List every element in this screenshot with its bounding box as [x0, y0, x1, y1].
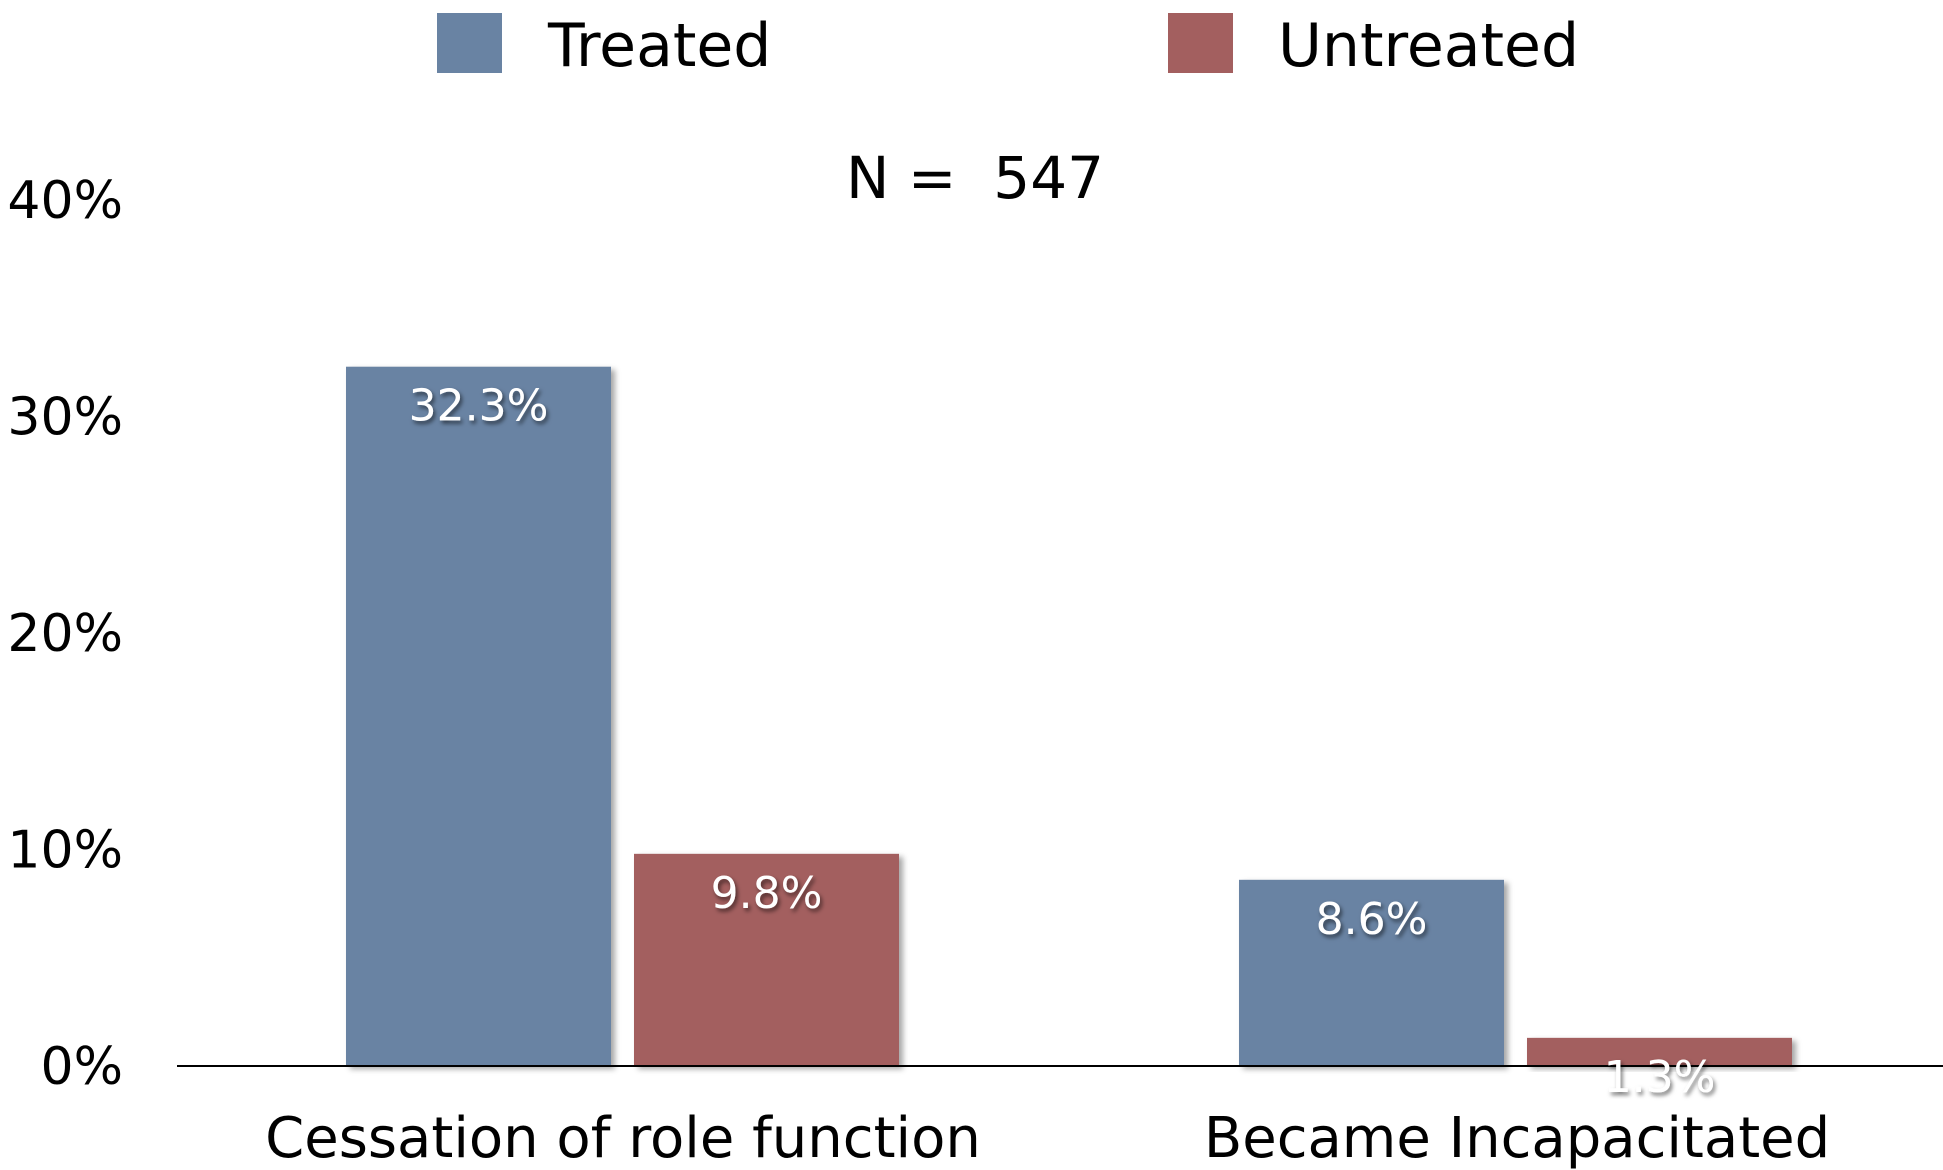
y-tick-label: 0% [41, 1037, 124, 1097]
y-tick-label: 40% [7, 171, 123, 231]
data-labels: 32.3% 8.6% 9.8% 1.3% [409, 381, 1716, 1103]
bar-treated-cessation [346, 366, 611, 1067]
bar-untreated-incapacitated [1527, 1037, 1792, 1066]
legend-label-untreated: Untreated [1278, 11, 1579, 81]
category-label-cessation: Cessation of role function [265, 1106, 981, 1170]
legend-label-treated: Treated [547, 11, 771, 81]
data-label-untreated-cessation: 9.8% [711, 868, 823, 919]
category-label-incapacitated: Became Incapacitated [1204, 1106, 1830, 1170]
data-label-treated-incapacitated: 8.6% [1316, 894, 1428, 945]
legend-swatch-treated [437, 13, 502, 73]
x-axis: Cessation of role function Became Incapa… [265, 1106, 1830, 1170]
y-tick-label: 20% [7, 604, 123, 664]
bars [346, 366, 1792, 1067]
y-tick-label: 10% [7, 821, 123, 881]
bar-treated-incapacitated [1239, 879, 1504, 1066]
bar-untreated-cessation [634, 853, 899, 1066]
y-tick-label: 30% [7, 388, 123, 448]
legend: Treated Untreated [437, 11, 1579, 81]
data-label-treated-cessation: 32.3% [409, 381, 549, 432]
y-axis: 0% 10% 20% 30% 40% [7, 171, 123, 1097]
sample-size-annotation: N = 547 [846, 144, 1104, 212]
legend-swatch-untreated [1168, 13, 1233, 73]
data-label-untreated-incapacitated: 1.3% [1604, 1052, 1716, 1103]
